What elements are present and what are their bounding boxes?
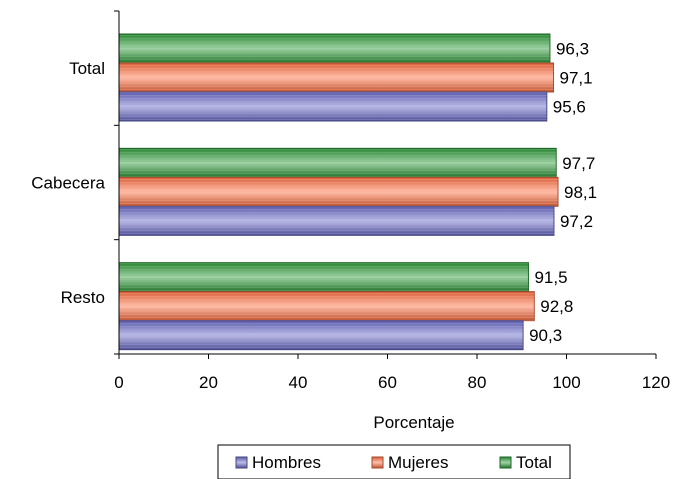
- x-tick-label-60: 60: [378, 373, 397, 392]
- x-tick-label-0: 0: [114, 373, 123, 392]
- bar-cabecera-mujeres: [118, 176, 559, 207]
- data-label-resto-hombres: 90,3: [529, 326, 562, 345]
- legend-swatch-hombres: [235, 456, 248, 469]
- bar-resto-mujeres: [118, 291, 535, 322]
- x-tick-label-120: 120: [642, 373, 670, 392]
- x-tick-label-40: 40: [289, 373, 308, 392]
- x-axis-title: Porcentaje: [373, 413, 454, 432]
- data-label-resto-mujeres: 92,8: [540, 297, 573, 316]
- legend-label-mujeres: Mujeres: [388, 453, 448, 472]
- x-tick-label-100: 100: [552, 373, 580, 392]
- legend-swatch-mujeres: [371, 456, 384, 469]
- data-label-cabecera-hombres: 97,2: [560, 212, 593, 231]
- legend-label-hombres: Hombres: [252, 453, 321, 472]
- bars-layer: [118, 33, 559, 351]
- legend-label-total: Total: [516, 453, 552, 472]
- data-label-resto-total: 91,5: [534, 268, 567, 287]
- data-label-cabecera-mujeres: 98,1: [564, 183, 597, 202]
- category-label-resto: Resto: [61, 288, 105, 307]
- bar-resto-total: [118, 262, 529, 293]
- x-tick-label-80: 80: [468, 373, 487, 392]
- bar-resto-hombres: [118, 320, 524, 351]
- bar-total-mujeres: [118, 62, 555, 93]
- bar-total-hombres: [118, 91, 548, 122]
- category-label-total: Total: [69, 59, 105, 78]
- data-label-total-mujeres: 97,1: [560, 69, 593, 88]
- bar-cabecera-total: [118, 147, 557, 178]
- labels-layer: 96,3 97,1 95,6 Total 97,7 98,1 97,2 Cabecera 91,…: [31, 40, 670, 393]
- legend-swatch-total: [499, 456, 512, 469]
- bar-total-total: [118, 33, 551, 64]
- x-tick-label-20: 20: [199, 373, 218, 392]
- bar-cabecera-hombres: [118, 205, 555, 236]
- data-label-total-total: 96,3: [556, 40, 589, 59]
- data-label-total-hombres: 95,6: [553, 98, 586, 117]
- legend: Hombres Mujeres Total: [217, 444, 571, 479]
- axes-layer: [114, 10, 657, 359]
- data-label-cabecera-total: 97,7: [562, 154, 595, 173]
- category-label-cabecera: Cabecera: [31, 174, 105, 193]
